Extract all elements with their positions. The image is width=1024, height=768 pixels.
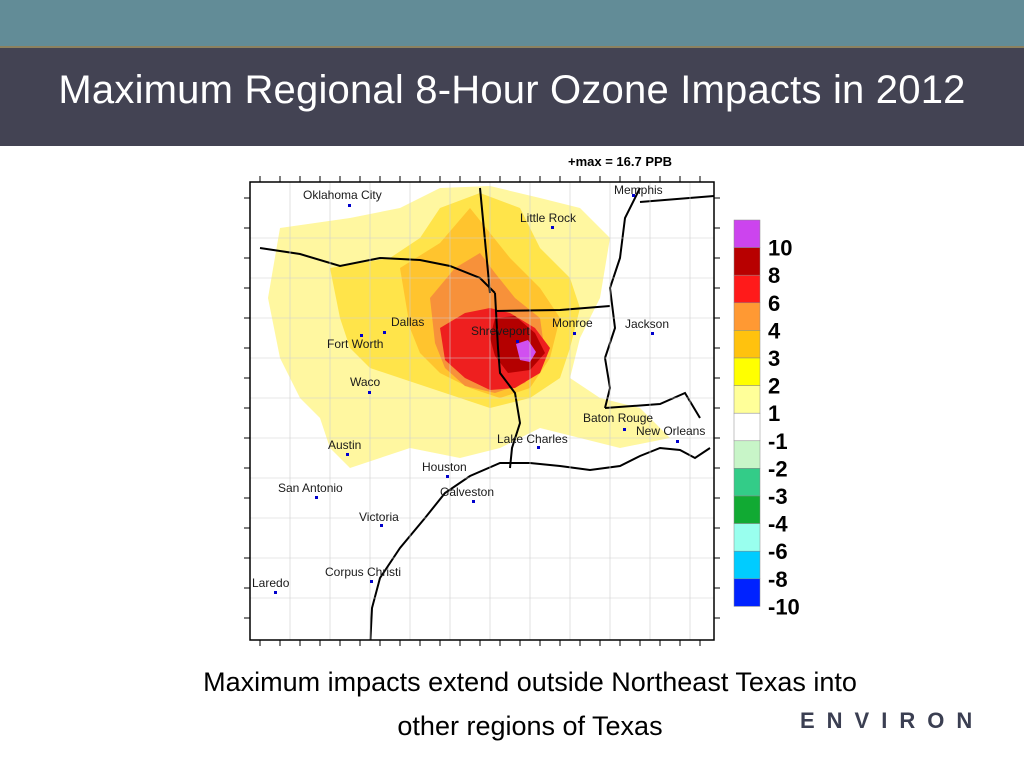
state-border-ar-la [494, 305, 611, 312]
legend-label: 1 [768, 401, 780, 426]
city-label: New Orleans [636, 424, 705, 438]
city-marker [632, 194, 635, 197]
city-label: Lake Charles [497, 432, 568, 446]
map-layers [250, 182, 714, 640]
city-marker [446, 475, 449, 478]
city-marker [274, 591, 277, 594]
legend-label: -10 [768, 594, 800, 619]
legend-swatch [733, 578, 761, 607]
city-marker [573, 332, 576, 335]
county-lines [250, 182, 714, 640]
mississippi-river-border [603, 187, 641, 409]
legend-swatch [733, 495, 761, 524]
city-label: Jackson [625, 317, 669, 331]
legend-swatch [733, 550, 761, 580]
legend-swatch [733, 523, 761, 552]
state-border-tn-ms [639, 195, 714, 203]
legend-swatch [733, 330, 761, 359]
city-label: San Antonio [278, 481, 343, 495]
ozone-map: +max = 16.7 PPB [244, 154, 800, 646]
legend-swatch [733, 357, 761, 386]
legend-label: -1 [768, 429, 788, 454]
city-marker [346, 453, 349, 456]
ozone-map-figure: +max = 16.7 PPB [240, 148, 820, 650]
legend-swatch [733, 385, 761, 414]
city-label: Houston [422, 460, 467, 474]
legend-swatch [733, 219, 761, 248]
city-label: Little Rock [520, 211, 577, 225]
legend-swatch [733, 302, 761, 331]
legend-label: 10 [768, 236, 792, 261]
city-marker [360, 334, 363, 337]
legend-label: -6 [768, 539, 788, 564]
city-label: Monroe [552, 316, 593, 330]
legend-swatch [733, 247, 761, 276]
city-marker [516, 340, 519, 343]
frame-ticks [244, 176, 720, 646]
city-label: Austin [328, 438, 361, 452]
legend-swatches [733, 219, 761, 607]
legend-swatch [733, 440, 761, 469]
legend-labels: 108 64 3 21 -1-2 -3 -4-6 -8-10 [768, 236, 800, 620]
city-marker [315, 496, 318, 499]
state-border-ar-ok [479, 187, 491, 294]
city-label: Fort Worth [327, 337, 383, 351]
slide-caption: Maximum impacts extend outside Northeast… [130, 660, 930, 748]
max-value-label: +max = 16.7 PPB [568, 154, 672, 169]
legend-swatch [733, 274, 761, 304]
legend-label: -2 [768, 456, 788, 481]
state-border-la-ms [604, 391, 701, 419]
slide-title: Maximum Regional 8-Hour Ozone Impacts in… [58, 68, 966, 112]
city-label: Laredo [252, 576, 290, 590]
state-border-ok-tx [259, 247, 496, 294]
legend-swatch [733, 412, 761, 442]
city-marker [368, 391, 371, 394]
city-label: Dallas [391, 315, 424, 329]
legend-label: -8 [768, 567, 788, 592]
environ-logo: ENVIRON [800, 708, 985, 733]
caption-line-2: other regions of Texas [397, 711, 663, 741]
legend-label: 4 [768, 318, 781, 343]
impact-zone-10ppb [516, 340, 536, 362]
city-marker [472, 500, 475, 503]
city-label: Corpus Christi [325, 565, 401, 579]
city-marker [551, 226, 554, 229]
legend: 108 64 3 21 -1-2 -3 -4-6 -8-10 [733, 219, 800, 620]
legend-swatch [733, 468, 761, 497]
legend-label: 2 [768, 374, 780, 399]
city-marker [623, 428, 626, 431]
top-decor-strip [0, 0, 1024, 46]
city-label: Baton Rouge [583, 411, 653, 425]
legend-label: -3 [768, 484, 788, 509]
state-border-tx-la [494, 292, 522, 469]
city-label: Memphis [614, 183, 663, 197]
city-marker [651, 332, 654, 335]
city-label: Oklahoma City [303, 188, 382, 202]
caption-line-1: Maximum impacts extend outside Northeast… [203, 667, 857, 697]
city-marker [348, 204, 351, 207]
city-marker [383, 331, 386, 334]
legend-label: 8 [768, 263, 780, 288]
legend-label: 6 [768, 291, 780, 316]
city-label: Shreveport [471, 324, 530, 338]
city-marker [676, 440, 679, 443]
city-label: Victoria [359, 510, 399, 524]
city-label: Waco [350, 375, 381, 389]
map-frame [249, 181, 715, 641]
city-marker [537, 446, 540, 449]
city-label: Galveston [440, 485, 494, 499]
legend-label: 3 [768, 346, 780, 371]
title-bar: Maximum Regional 8-Hour Ozone Impacts in… [0, 46, 1024, 146]
city-marker [370, 580, 373, 583]
city-marker [380, 524, 383, 527]
legend-label: -4 [768, 512, 788, 537]
city-layer: Oklahoma City Little Rock Memphis Dallas… [252, 183, 705, 594]
